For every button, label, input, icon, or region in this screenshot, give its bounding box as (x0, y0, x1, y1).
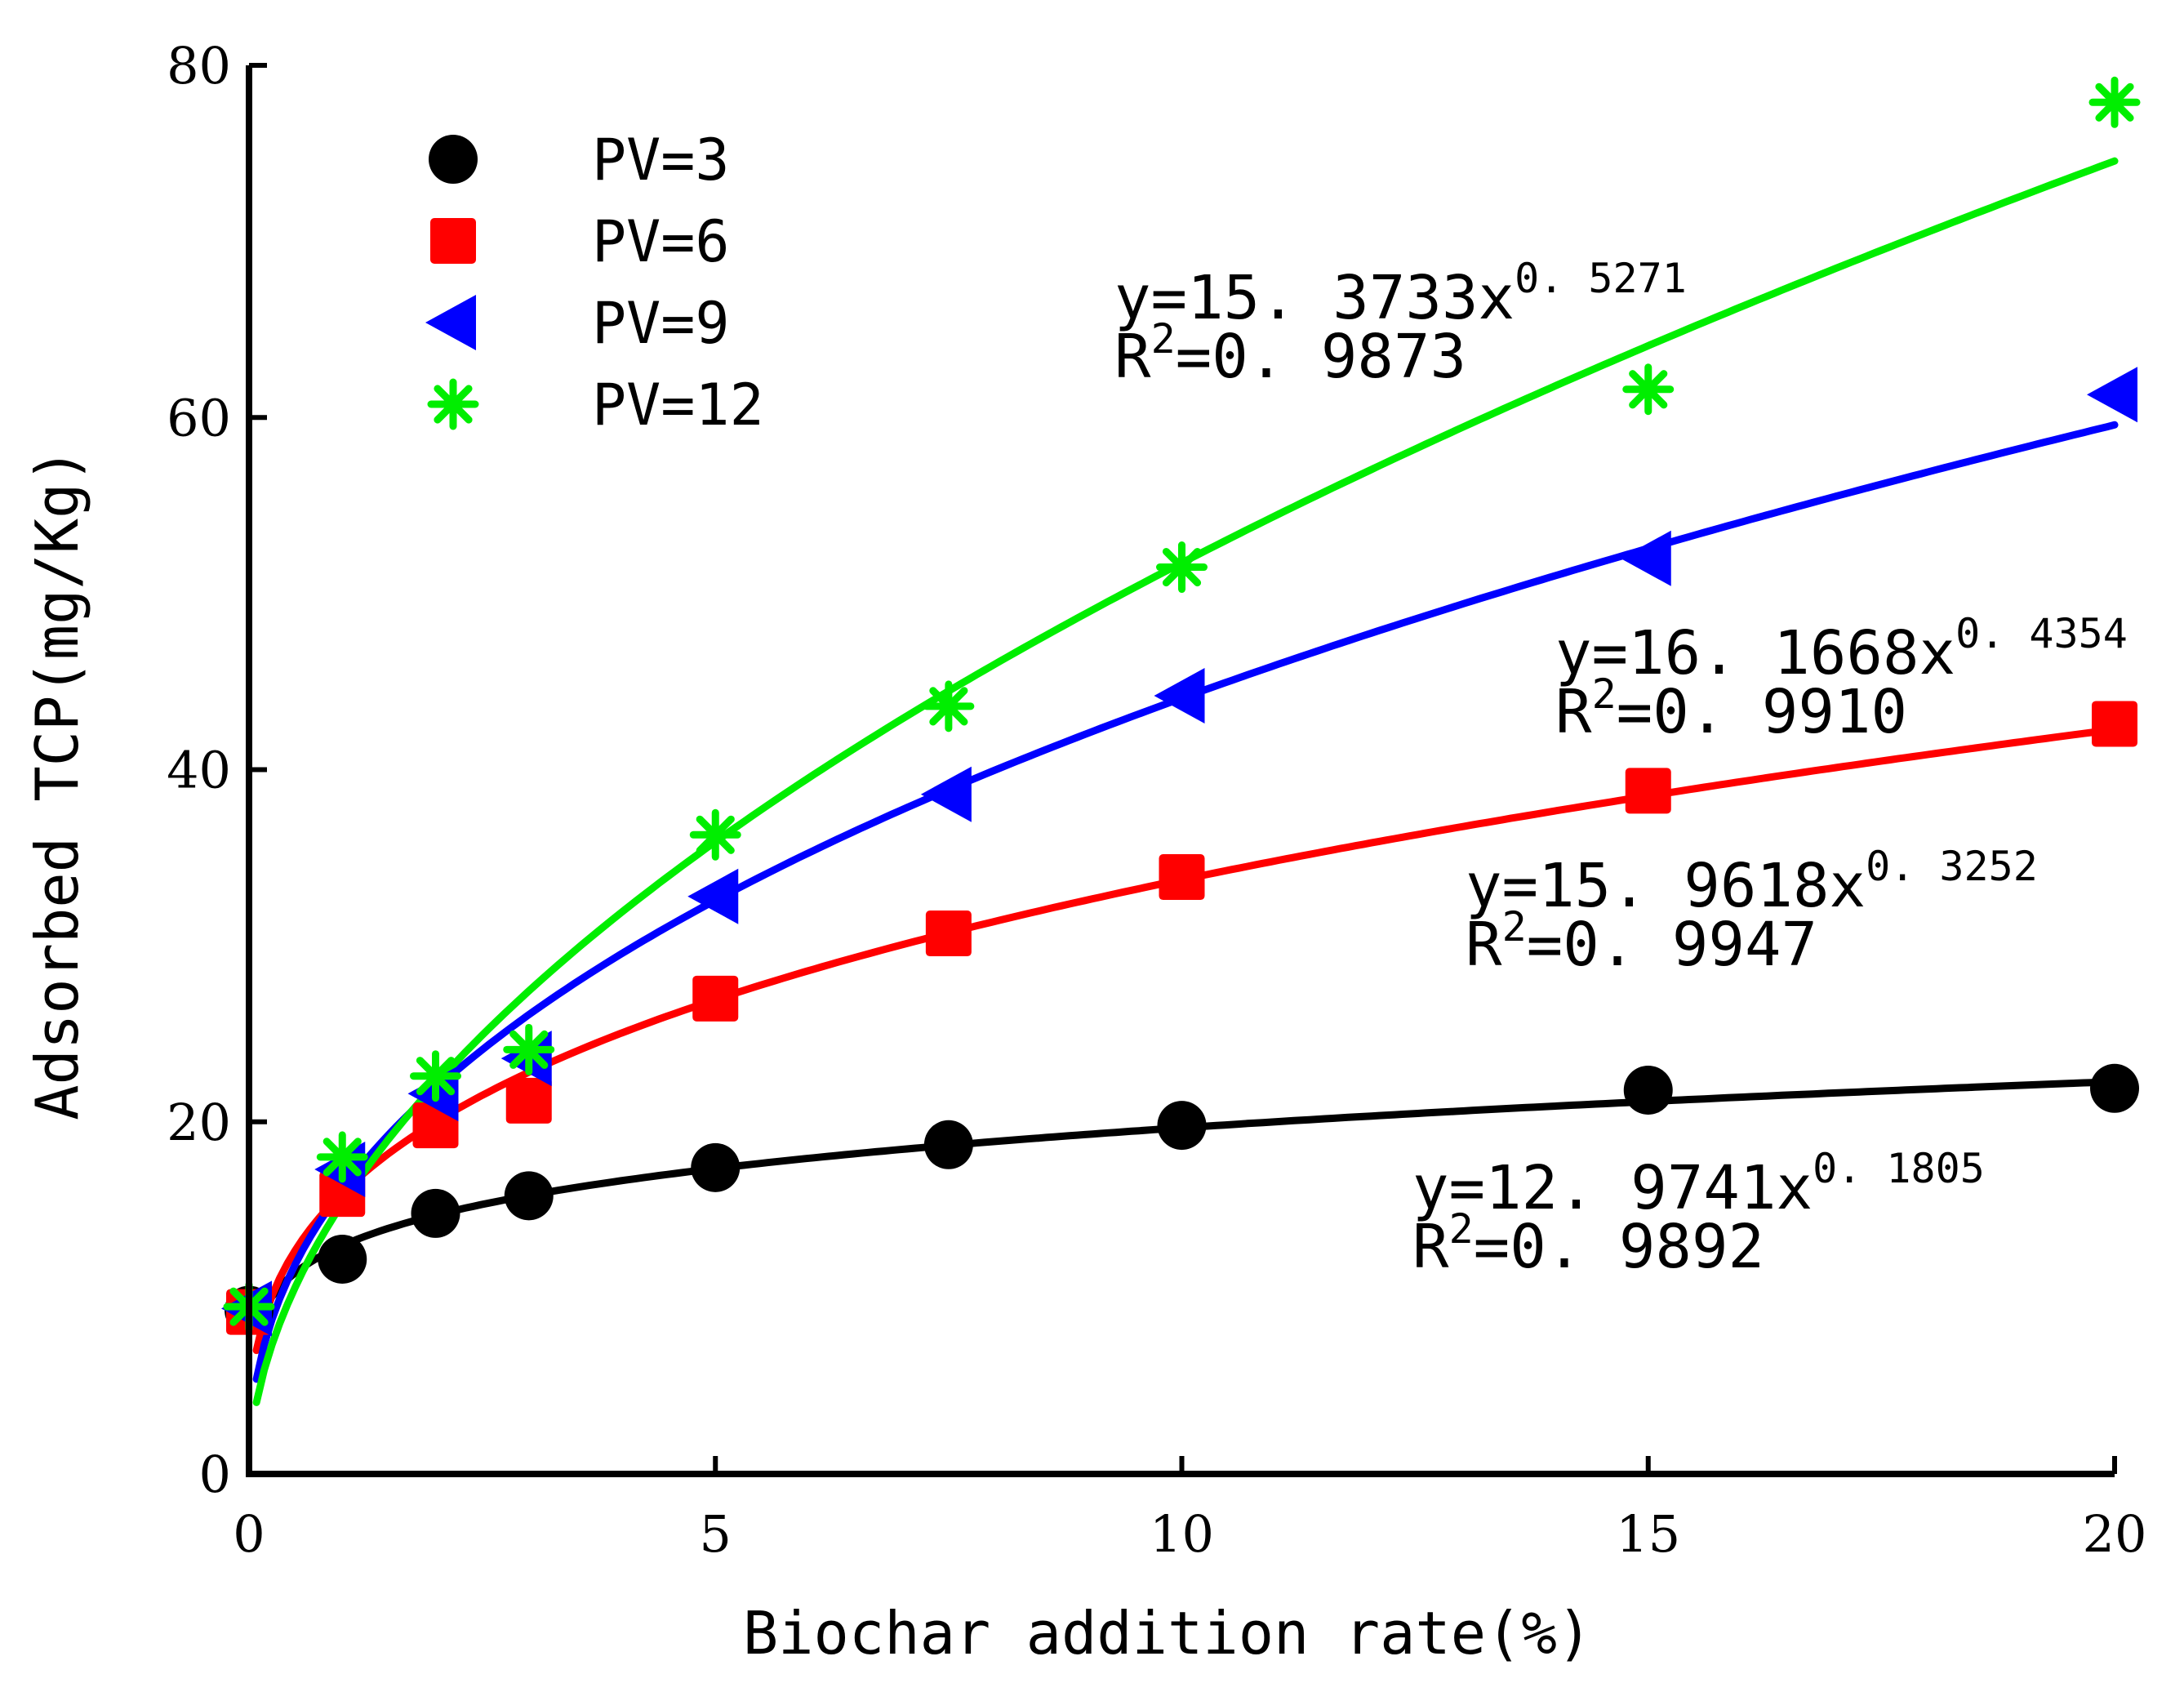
data-point-pv6 (2092, 701, 2137, 747)
data-point-pv3 (923, 1120, 973, 1169)
data-point-pv3 (691, 1142, 741, 1192)
legend-item: PV=12 (427, 372, 764, 439)
legend-item: PV=3 (429, 127, 730, 194)
data-point-pv3 (1157, 1101, 1207, 1151)
legend-marker (429, 135, 478, 184)
axis-ticks: 0 5 10 15 20 0 20 40 60 80 (167, 36, 2146, 1564)
data-point-pv3 (504, 1171, 554, 1221)
data-point-pv6 (505, 1077, 552, 1124)
legend-label: PV=9 (592, 290, 730, 357)
legend-label: PV=12 (592, 372, 764, 439)
r2-pv3: R2=0. 9892 (1412, 1205, 1764, 1282)
data-point-pv9 (2087, 367, 2137, 423)
data-point-pv6 (1159, 854, 1205, 901)
data-point-pv12 (689, 808, 741, 861)
data-point-pv9 (1620, 530, 1671, 586)
x-axis-title: Biochar addition rate(%) (743, 1599, 1592, 1668)
eq-pv12: y=15. 3733x0. 5271 (1114, 255, 1687, 333)
legend: PV=3 PV=6 PV=9 PV=12 (425, 127, 764, 439)
data-point-pv12 (1156, 541, 1208, 594)
data-point-pv9 (1154, 667, 1205, 724)
r2-pv6: R2=0. 9947 (1466, 903, 1817, 980)
y-tick-label: 20 (167, 1093, 231, 1152)
data-point-pv12 (2088, 76, 2141, 128)
y-tick-label: 80 (167, 36, 231, 96)
x-tick-label: 15 (1616, 1504, 1680, 1564)
data-markers (221, 76, 2141, 1337)
legend-label: PV=6 (592, 208, 730, 275)
data-point-pv3 (411, 1188, 460, 1238)
data-point-pv9 (920, 766, 972, 822)
data-point-pv12 (923, 680, 975, 732)
data-point-pv3 (2090, 1063, 2139, 1113)
data-point-pv3 (318, 1234, 367, 1284)
eq-pv6: y=15. 9618x0. 3252 (1466, 843, 2038, 921)
legend-item: PV=6 (430, 208, 730, 275)
data-point-pv12 (410, 1050, 461, 1102)
axes: 0 5 10 15 20 0 20 40 60 80 (167, 36, 2146, 1564)
eq-pv3: y=12. 9741x0. 1805 (1412, 1145, 1985, 1223)
data-point-pv12 (316, 1131, 368, 1183)
x-tick-label: 10 (1150, 1504, 1214, 1564)
legend-marker (425, 295, 476, 350)
y-tick-label: 40 (167, 741, 231, 800)
fit-equations: y=15. 3733x0. 5271 R2=0. 9873 y=16. 1668… (1114, 255, 2128, 1282)
data-point-pv3 (1623, 1065, 1673, 1115)
data-point-pv6 (925, 911, 972, 957)
y-tick-label: 60 (167, 388, 231, 447)
data-point-pv12 (503, 1023, 555, 1075)
data-point-pv6 (692, 975, 739, 1022)
legend-marker (430, 218, 476, 264)
x-tick-label: 5 (700, 1504, 732, 1564)
data-point-pv6 (1625, 768, 1671, 814)
x-tick-label: 20 (2083, 1504, 2147, 1564)
data-point-pv12 (1622, 363, 1675, 416)
x-tick-label: 0 (233, 1504, 265, 1564)
data-point-pv9 (687, 868, 739, 924)
y-tick-label: 0 (199, 1445, 231, 1504)
legend-item: PV=9 (425, 290, 730, 357)
legend-marker (427, 378, 479, 430)
r2-pv9: R2=0. 9910 (1555, 670, 1907, 747)
eq-pv9: y=16. 1668x0. 4354 (1555, 610, 2128, 688)
legend-label: PV=3 (592, 127, 730, 194)
y-axis-title: Adsorbed TCP(mg/Kg) (23, 447, 91, 1120)
r2-pv12: R2=0. 9873 (1114, 315, 1466, 392)
